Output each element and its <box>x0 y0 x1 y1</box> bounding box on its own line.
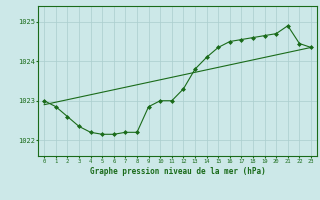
X-axis label: Graphe pression niveau de la mer (hPa): Graphe pression niveau de la mer (hPa) <box>90 167 266 176</box>
